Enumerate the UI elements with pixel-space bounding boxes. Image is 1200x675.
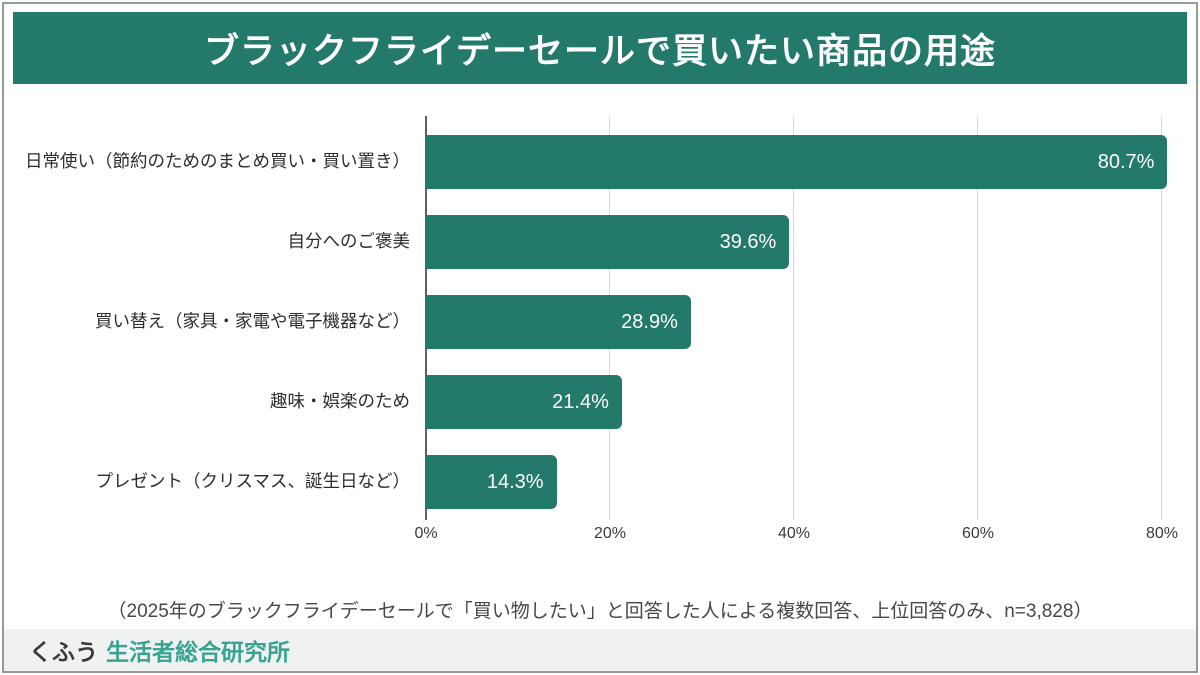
bar-track: 28.9% (425, 295, 1196, 349)
category-label: 趣味・娯楽のため (270, 391, 410, 412)
value-label: 28.9% (621, 310, 678, 333)
bar-track: 14.3% (425, 455, 1196, 509)
gridline-80 (1161, 116, 1162, 520)
bar: 39.6% (425, 215, 790, 269)
page-title: ブラックフライデーセールで買いたい商品の用途 (203, 31, 996, 71)
category-label: 買い替え（家具・家電や電子機器など） (95, 311, 410, 332)
bar-track: 80.7% (425, 135, 1196, 189)
bar: 80.7% (425, 135, 1168, 189)
bar-track: 21.4% (425, 375, 1196, 429)
brand-footer: くふう 生活者総合研究所 (4, 629, 1196, 671)
category-label: 自分へのご褒美 (287, 231, 411, 252)
bar-rows: 日常使い（節約のためのまとめ買い・買い置き） 80.7% 自分へのご褒美 39.… (4, 122, 1196, 522)
bar-row-2: 自分へのご褒美 39.6% (4, 202, 1196, 282)
bar: 14.3% (425, 455, 557, 509)
x-tick-label: 20% (593, 525, 627, 542)
gridline-40 (793, 116, 794, 520)
x-tick-label: 0% (414, 525, 438, 542)
survey-note: （2025年のブラックフライデーセールで「買い物したい」と回答した人による複数回… (107, 601, 1093, 622)
x-tick-label: 80% (1145, 525, 1179, 542)
bar-row-1: 日常使い（節約のためのまとめ買い・買い置き） 80.7% (4, 122, 1196, 202)
bar-row-4: 趣味・娯楽のため 21.4% (4, 362, 1196, 442)
x-tick-label: 40% (777, 525, 811, 542)
gridline-60 (977, 116, 978, 520)
bar-track: 39.6% (425, 215, 1196, 269)
value-label: 80.7% (1097, 150, 1155, 173)
category-label: プレゼント（クリスマス、誕生日など） (95, 471, 410, 492)
bar-row-3: 買い替え（家具・家電や電子機器など） 28.9% (4, 282, 1196, 362)
value-label: 14.3% (486, 470, 544, 493)
brand-logo-name: 生活者総合研究所 (106, 639, 290, 665)
bar: 21.4% (425, 375, 622, 429)
brand-logo-prefix: くふう (29, 639, 98, 665)
value-label: 21.4% (552, 390, 609, 413)
bar: 28.9% (425, 295, 691, 349)
value-label: 39.6% (719, 230, 777, 253)
title-banner: ブラックフライデーセールで買いたい商品の用途 (13, 12, 1187, 84)
bar-row-5: プレゼント（クリスマス、誕生日など） 14.3% (4, 442, 1196, 522)
category-label: 日常使い（節約のためのまとめ買い・買い置き） (25, 151, 410, 172)
bar-chart: 日常使い（節約のためのまとめ買い・買い置き） 80.7% 自分へのご褒美 39.… (4, 4, 1196, 671)
x-tick-label: 60% (961, 525, 995, 542)
